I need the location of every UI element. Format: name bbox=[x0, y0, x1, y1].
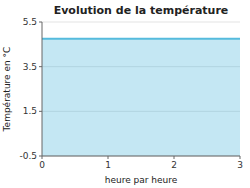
chart-container: -0.5 1.5 3.5 5.5 0 1 2 3 Evolution de la tempéra… bbox=[0, 0, 250, 188]
area-fill bbox=[42, 39, 240, 156]
grid-line bbox=[42, 156, 240, 157]
grid-line bbox=[42, 22, 240, 23]
x-tick-label: 1 bbox=[105, 160, 111, 170]
x-tick-label: 3 bbox=[237, 160, 243, 170]
x-tick-label: 2 bbox=[171, 160, 177, 170]
chart: -0.5 1.5 3.5 5.5 0 1 2 3 Evolution de la tempéra… bbox=[0, 0, 250, 188]
y-tick-label: 3.5 bbox=[23, 62, 37, 72]
x-axis bbox=[42, 156, 240, 157]
x-tick-label: 0 bbox=[39, 160, 45, 170]
y-tick-label: 1.5 bbox=[23, 106, 37, 116]
y-axis bbox=[42, 22, 43, 156]
x-axis-label: heure par heure bbox=[105, 175, 178, 185]
y-axis-label: Température en °C bbox=[2, 47, 12, 133]
plot-area bbox=[42, 39, 240, 156]
y-tick-label: 5.5 bbox=[23, 17, 37, 27]
title: Evolution de la température bbox=[54, 4, 229, 17]
area-line bbox=[42, 38, 240, 40]
y-tick-label: -0.5 bbox=[19, 151, 37, 161]
